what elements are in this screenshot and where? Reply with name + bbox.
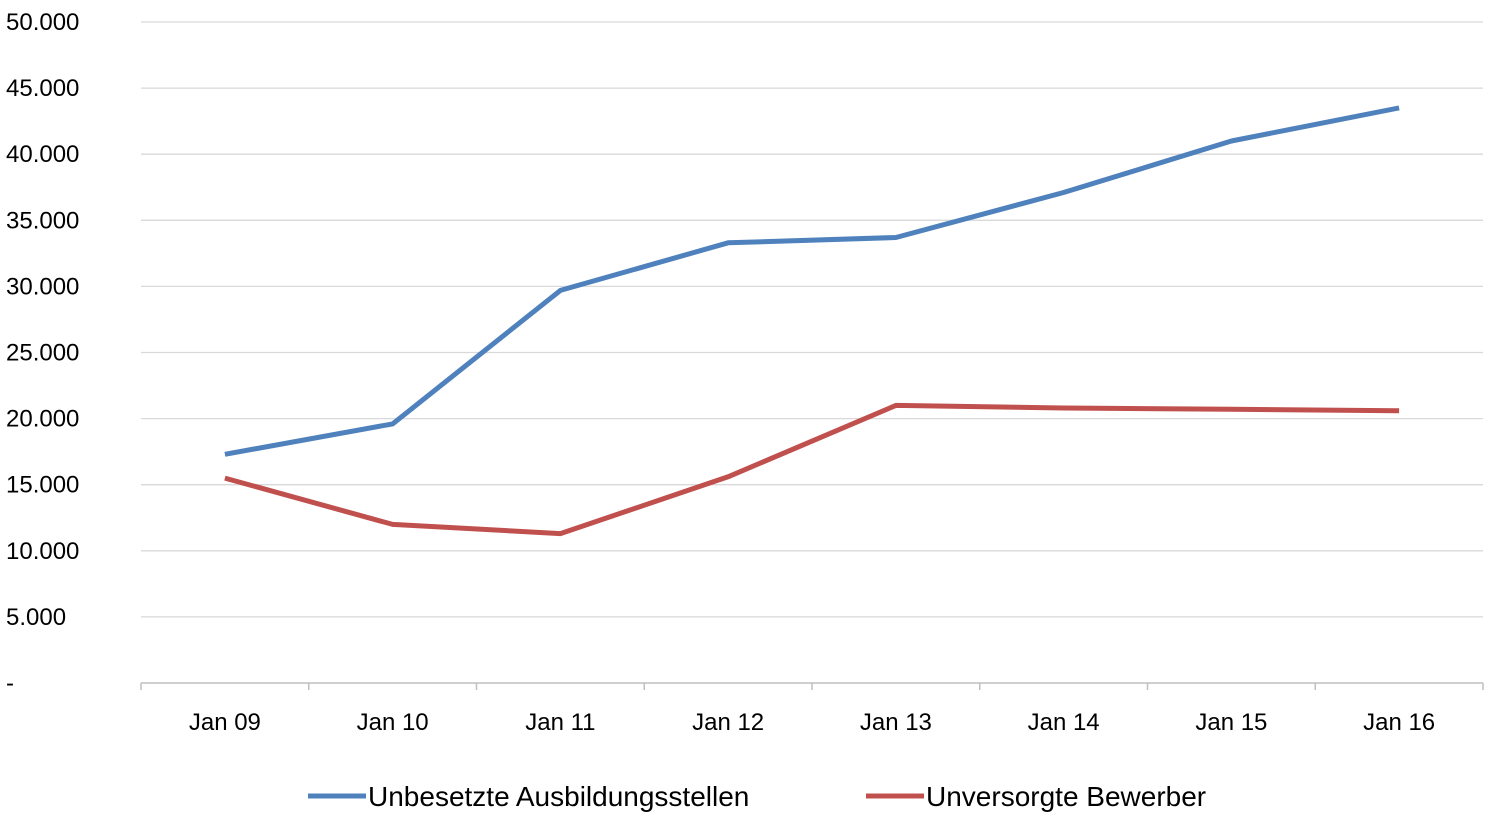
- y-tick-label: -: [6, 670, 14, 697]
- x-axis-ticks: Jan 09 Jan 10 Jan 11 Jan 12 Jan 13 Jan 14 Jan …: [189, 709, 1435, 736]
- x-tick-label: Jan 10: [357, 709, 429, 736]
- gridlines: [141, 21, 1483, 618]
- x-axis: [140, 682, 1484, 690]
- y-tick-label: 50.000: [6, 9, 79, 36]
- y-tick-label: 40.000: [6, 141, 79, 168]
- legend-label-2: Unversorgte Bewerber: [926, 781, 1206, 812]
- y-tick-label: 35.000: [6, 207, 79, 234]
- legend-label-1: Unbesetzte Ausbildungsstellen: [368, 781, 749, 812]
- y-axis-ticks: - 5.000 10.000 15.000 20.000 25.000 30.000 35.0…: [6, 9, 79, 697]
- x-tick-label: Jan 14: [1028, 709, 1100, 736]
- series-line-1: [224, 105, 1400, 457]
- x-tick-label: Jan 09: [189, 709, 261, 736]
- x-tick-label: Jan 12: [692, 709, 764, 736]
- y-tick-label: 10.000: [6, 538, 79, 565]
- x-tick-label: Jan 13: [860, 709, 932, 736]
- y-tick-label: 20.000: [6, 406, 79, 433]
- x-tick-label: Jan 15: [1195, 709, 1267, 736]
- series-lines: [224, 105, 1400, 537]
- y-tick-label: 5.000: [6, 604, 66, 631]
- x-tick-label: Jan 16: [1363, 709, 1435, 736]
- legend: Unbesetzte Ausbildungsstellen Unversorgte…: [308, 781, 1206, 812]
- y-tick-label: 45.000: [6, 75, 79, 102]
- y-tick-label: 25.000: [6, 340, 79, 367]
- series-line-2: [224, 402, 1400, 537]
- x-tick-label: Jan 11: [525, 709, 595, 736]
- y-tick-label: 30.000: [6, 273, 79, 300]
- y-tick-label: 15.000: [6, 472, 79, 499]
